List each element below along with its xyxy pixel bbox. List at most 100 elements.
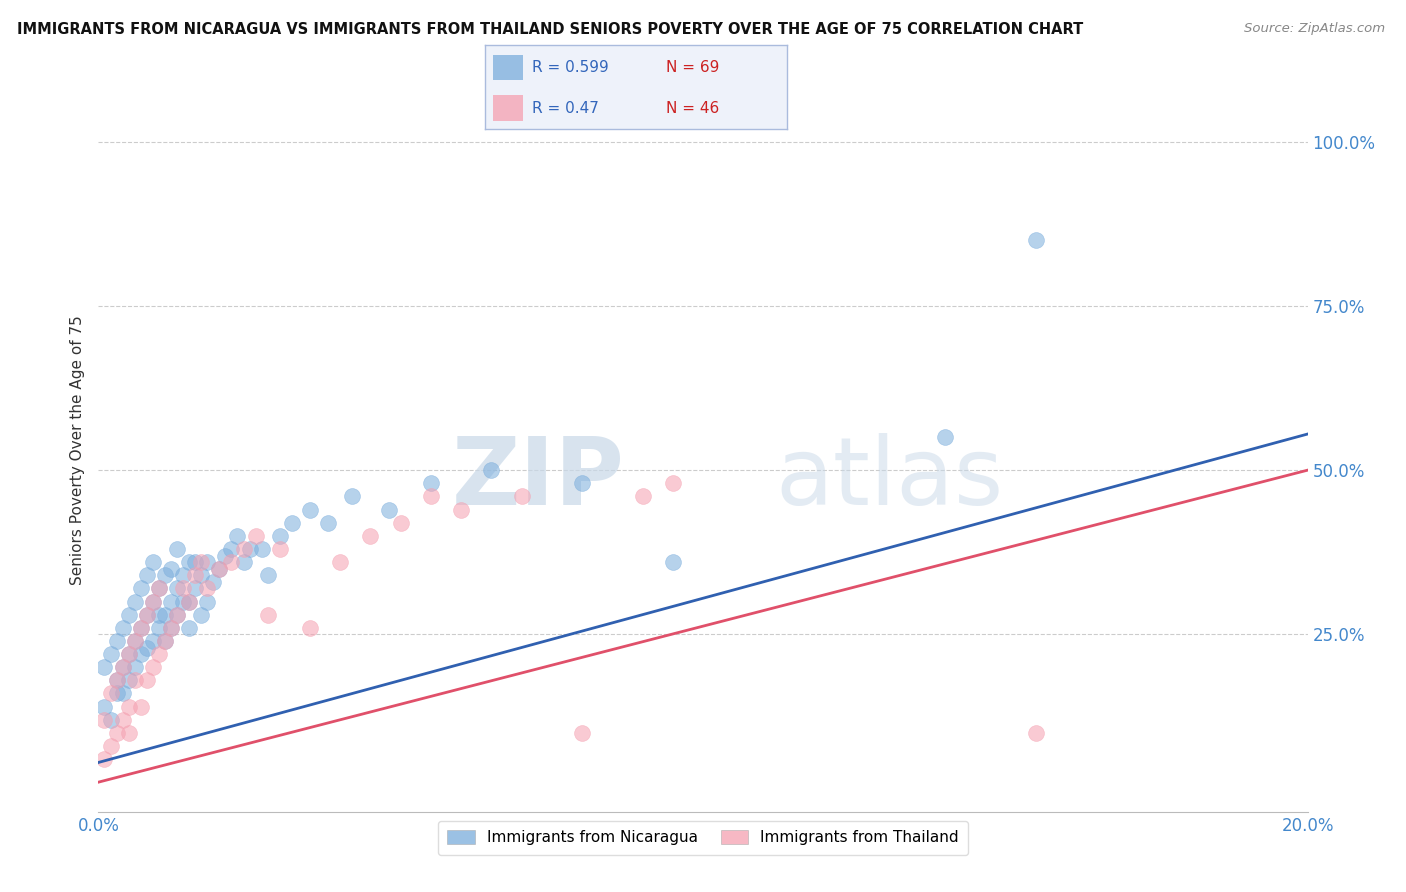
Point (100, 739, 122, 753)
Text: R = 0.47: R = 0.47 (531, 101, 599, 116)
Point (226, 529, 249, 543)
Point (631, 490, 654, 504)
Point (148, 582, 170, 596)
Point (105, 673, 128, 688)
Point (135, 673, 157, 688)
Point (239, 541, 262, 556)
Point (172, 594, 194, 608)
Point (377, 502, 399, 516)
Point (160, 562, 183, 576)
Point (160, 594, 183, 608)
Point (342, 490, 364, 504)
Point (190, 607, 212, 622)
Point (221, 555, 243, 569)
Point (111, 686, 134, 700)
Point (153, 634, 176, 648)
Text: ZIP: ZIP (451, 434, 624, 525)
Point (124, 673, 146, 688)
Point (172, 582, 194, 596)
Point (135, 607, 157, 622)
Point (148, 582, 170, 596)
Point (571, 476, 593, 491)
Point (571, 726, 593, 740)
Legend: Immigrants from Nicaragua, Immigrants from Thailand: Immigrants from Nicaragua, Immigrants fr… (437, 822, 969, 855)
Point (111, 660, 134, 674)
Point (269, 529, 291, 543)
Point (232, 541, 254, 556)
Point (135, 607, 157, 622)
Point (179, 555, 201, 569)
Point (420, 490, 443, 504)
Point (148, 647, 170, 661)
Point (329, 555, 352, 569)
Point (166, 607, 188, 622)
Text: Source: ZipAtlas.com: Source: ZipAtlas.com (1244, 22, 1385, 36)
Point (299, 621, 322, 635)
Point (100, 647, 122, 661)
Point (148, 621, 170, 635)
Text: IMMIGRANTS FROM NICARAGUA VS IMMIGRANTS FROM THAILAND SENIORS POVERTY OVER THE A: IMMIGRANTS FROM NICARAGUA VS IMMIGRANTS … (17, 22, 1083, 37)
Point (184, 568, 207, 582)
Point (148, 607, 170, 622)
Point (184, 555, 207, 569)
Point (111, 713, 134, 727)
Point (160, 621, 183, 635)
Point (142, 594, 165, 608)
Point (129, 621, 152, 635)
Point (93, 713, 115, 727)
Point (160, 621, 183, 635)
Point (179, 594, 201, 608)
Point (93, 752, 115, 766)
Point (166, 582, 188, 596)
Point (481, 463, 503, 477)
Text: N = 69: N = 69 (666, 60, 720, 75)
Point (100, 713, 122, 727)
Point (118, 607, 141, 622)
Point (190, 568, 212, 582)
Point (135, 640, 157, 655)
Point (179, 594, 201, 608)
Point (256, 607, 278, 622)
Point (124, 594, 146, 608)
Point (360, 529, 382, 543)
Point (299, 502, 322, 516)
Point (269, 541, 291, 556)
Point (184, 582, 207, 596)
Y-axis label: Seniors Poverty Over the Age of 75: Seniors Poverty Over the Age of 75 (69, 316, 84, 585)
Point (93, 660, 115, 674)
Point (221, 541, 243, 556)
Point (124, 634, 146, 648)
Point (153, 568, 176, 582)
Point (510, 490, 533, 504)
Point (118, 647, 141, 661)
Point (208, 562, 231, 576)
Point (166, 607, 188, 622)
Point (195, 594, 218, 608)
Point (105, 673, 128, 688)
Point (153, 634, 176, 648)
Point (129, 621, 152, 635)
Point (100, 686, 122, 700)
Point (316, 516, 339, 530)
Point (124, 660, 146, 674)
Point (118, 673, 141, 688)
Bar (492, 95, 523, 120)
Point (129, 647, 152, 661)
Point (142, 555, 165, 569)
Point (214, 549, 236, 563)
Point (124, 634, 146, 648)
Text: atlas: atlas (776, 434, 1004, 525)
Point (118, 647, 141, 661)
Point (129, 699, 152, 714)
Text: R = 0.599: R = 0.599 (531, 60, 609, 75)
Text: N = 46: N = 46 (666, 101, 720, 116)
Point (153, 607, 176, 622)
Point (256, 568, 278, 582)
Point (250, 541, 273, 556)
Point (111, 660, 134, 674)
Point (195, 582, 218, 596)
Point (129, 582, 152, 596)
Point (142, 634, 165, 648)
Point (934, 430, 956, 444)
Point (195, 555, 218, 569)
